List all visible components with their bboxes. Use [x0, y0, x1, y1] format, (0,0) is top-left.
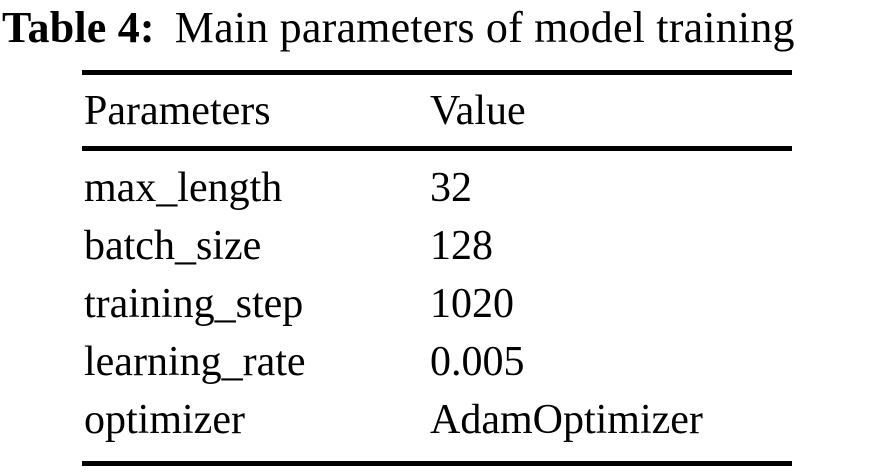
parameter-cell: learning_rate [84, 339, 306, 385]
table-caption: Table 4: Main parameters of model trainin… [2, 2, 795, 55]
table-row: batch_size 128 [82, 217, 792, 275]
value-cell: 1020 [430, 281, 514, 327]
parameter-cell: optimizer [84, 397, 245, 443]
table-row: optimizer AdamOptimizer [82, 391, 792, 449]
table-caption-label: Table 4: [2, 3, 155, 52]
table-header-rule [82, 146, 792, 151]
header-parameters: Parameters [84, 87, 271, 134]
header-value: Value [430, 87, 526, 134]
table-top-rule [82, 70, 792, 75]
parameter-cell: training_step [84, 281, 304, 327]
table-caption-text: Main parameters of model training [174, 3, 795, 52]
table-row: training_step 1020 [82, 275, 792, 333]
value-cell: AdamOptimizer [430, 397, 703, 443]
table-bottom-rule [82, 461, 792, 466]
table-header-row: Parameters Value [82, 75, 792, 146]
parameter-cell: max_length [84, 165, 283, 211]
value-cell: 32 [430, 165, 472, 211]
table-body: max_length 32 batch_size 128 training_st… [82, 151, 792, 461]
parameter-cell: batch_size [84, 223, 262, 269]
value-cell: 128 [430, 223, 493, 269]
table-row: learning_rate 0.005 [82, 333, 792, 391]
value-cell: 0.005 [430, 339, 525, 385]
table-row: max_length 32 [82, 159, 792, 217]
parameters-table: Parameters Value max_length 32 batch_siz… [82, 70, 792, 466]
